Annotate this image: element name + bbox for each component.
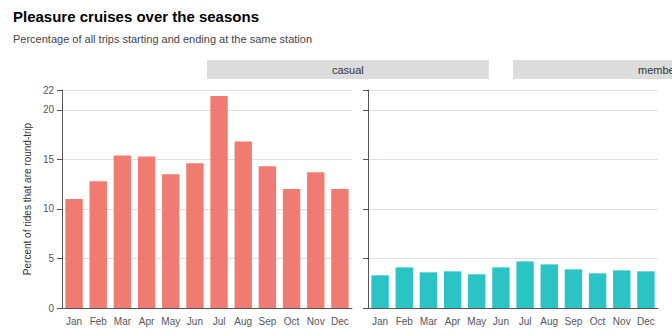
svg-text:10: 10 <box>43 203 55 214</box>
svg-text:5: 5 <box>48 253 54 264</box>
svg-text:Apr: Apr <box>445 316 461 327</box>
svg-text:May: May <box>161 316 180 327</box>
svg-text:Jul: Jul <box>519 316 532 327</box>
svg-text:Nov: Nov <box>613 316 631 327</box>
svg-text:Jan: Jan <box>66 316 82 327</box>
svg-text:Aug: Aug <box>234 316 252 327</box>
svg-text:22: 22 <box>43 85 55 96</box>
svg-text:Apr: Apr <box>139 316 155 327</box>
svg-text:Pleasure cruises over the seas: Pleasure cruises over the seasons <box>13 8 259 25</box>
svg-text:Jun: Jun <box>493 316 509 327</box>
svg-text:0: 0 <box>48 303 54 314</box>
svg-text:casual: casual <box>332 64 364 76</box>
svg-text:Feb: Feb <box>396 316 414 327</box>
svg-text:May: May <box>467 316 486 327</box>
svg-text:Dec: Dec <box>331 316 349 327</box>
svg-text:Percent of rides that are roun: Percent of rides that are round-trip <box>22 122 33 275</box>
svg-text:Oct: Oct <box>590 316 606 327</box>
svg-text:Aug: Aug <box>540 316 558 327</box>
svg-text:Dec: Dec <box>637 316 655 327</box>
svg-text:Oct: Oct <box>284 316 300 327</box>
svg-text:Sep: Sep <box>565 316 583 327</box>
svg-text:20: 20 <box>43 104 55 115</box>
svg-text:Sep: Sep <box>259 316 277 327</box>
svg-text:member: member <box>638 64 672 76</box>
svg-text:Mar: Mar <box>420 316 438 327</box>
svg-text:Nov: Nov <box>307 316 325 327</box>
svg-text:Jan: Jan <box>372 316 388 327</box>
svg-text:Feb: Feb <box>90 316 108 327</box>
svg-text:Jul: Jul <box>213 316 226 327</box>
svg-text:Jun: Jun <box>187 316 203 327</box>
svg-text:Mar: Mar <box>114 316 132 327</box>
svg-text:Percentage of all trips starti: Percentage of all trips starting and end… <box>13 33 312 45</box>
svg-text:15: 15 <box>43 154 55 165</box>
